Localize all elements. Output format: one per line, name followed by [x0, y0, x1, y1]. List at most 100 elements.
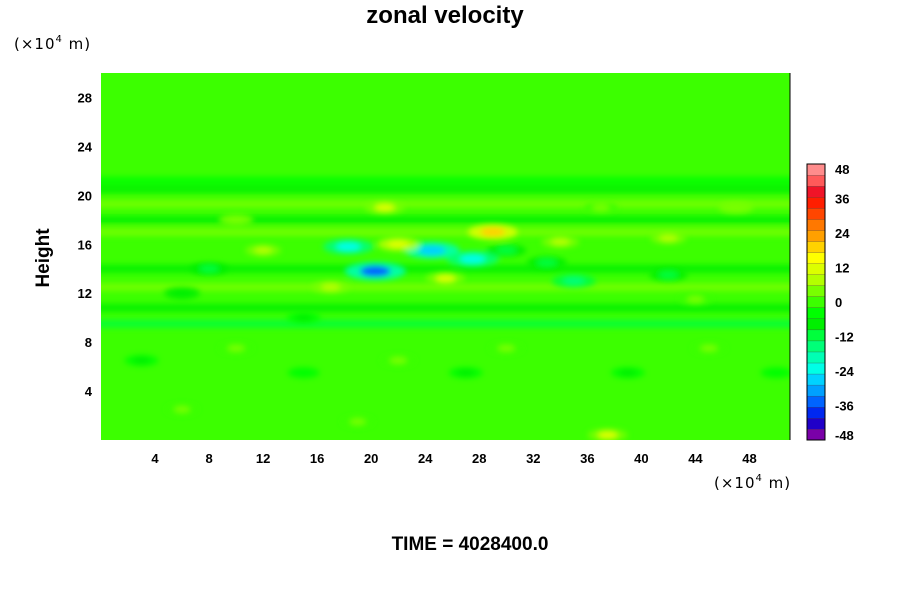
field-feature-core: [480, 227, 506, 237]
colorbar-tick-label: 36: [835, 192, 849, 207]
x-tick-label: 4: [151, 451, 159, 466]
x-tick-label: 28: [472, 451, 486, 466]
field-feature-core: [435, 274, 456, 283]
field-feature-core: [686, 295, 704, 303]
field-band: [101, 185, 790, 194]
colorbar-segment: [806, 417, 826, 430]
field-feature-core: [387, 240, 409, 249]
colorbar-frame: [806, 163, 826, 441]
field-feature-core: [497, 344, 515, 352]
field-feature-core: [199, 265, 219, 273]
field-band: [101, 319, 790, 328]
colorbar-segment: [806, 185, 826, 198]
field-feature-core: [418, 245, 446, 256]
field-feature-core: [659, 234, 678, 242]
field-feature-core: [227, 216, 245, 224]
colorbar-segment: [806, 351, 826, 364]
x-tick-label: 32: [526, 451, 540, 466]
x-tick-label: 16: [310, 451, 324, 466]
plot-area: [101, 73, 791, 440]
field-feature-core: [619, 369, 637, 377]
x-tick-label: 12: [256, 451, 270, 466]
field-band: [101, 176, 790, 185]
colorbar-segment: [806, 362, 826, 375]
y-tick-labels: 4 8 12 16 20 24 28: [78, 90, 93, 399]
colorbar-segment: [806, 274, 826, 286]
field-feature-core: [321, 283, 341, 291]
colorbar-segment: [806, 241, 826, 253]
field-feature-core: [295, 369, 312, 377]
field-feature-core: [349, 418, 366, 425]
field-feature-core: [335, 242, 361, 252]
field-feature-core: [727, 204, 745, 212]
y-axis-unit: (×104 m): [14, 34, 91, 53]
colorbar-tick-label: 24: [835, 226, 850, 241]
x-tick-label: 20: [364, 451, 378, 466]
y-tick-label: 8: [85, 335, 92, 350]
colorbar-segment: [806, 163, 826, 176]
field-feature-core: [459, 254, 486, 264]
colorbar-segment: [806, 296, 826, 308]
colorbar-segment: [806, 208, 826, 220]
colorbar-segment: [806, 219, 826, 231]
field-feature-core: [133, 357, 151, 364]
x-tick-label: 40: [634, 451, 648, 466]
field-band: [101, 303, 790, 312]
colorbar-segment: [806, 318, 826, 331]
colorbar-segment: [806, 340, 826, 353]
colorbar-segment: [806, 307, 826, 320]
colorbar-tick-label: -48: [835, 428, 854, 443]
field-feature-core: [174, 406, 191, 413]
field-band: [101, 283, 790, 292]
x-tick-labels: 4 8 12 16 20 24 28 32 36 40 44 48: [151, 451, 756, 466]
field-feature-core: [562, 276, 585, 286]
x-tick-label: 24: [418, 451, 433, 466]
field-feature-core: [457, 369, 475, 377]
field-feature-core: [227, 344, 245, 352]
y-tick-label: 12: [78, 286, 92, 301]
colorbar: 48 36 24 12 0 -12 -24 -36 -48: [806, 162, 855, 443]
colorbar-segment: [806, 285, 826, 297]
x-tick-label: 8: [205, 451, 212, 466]
field-feature-core: [389, 357, 407, 364]
field-feature-core: [173, 289, 192, 297]
field-feature-core: [658, 271, 678, 279]
colorbar-segment: [806, 428, 826, 441]
colorbar-segment: [806, 373, 826, 386]
field-feature-core: [700, 344, 718, 352]
field-feature-core: [254, 246, 273, 254]
colorbar-segment: [806, 263, 826, 275]
x-tick-label: 48: [742, 451, 756, 466]
colorbar-segment: [806, 395, 826, 408]
colorbar-segment: [806, 384, 826, 397]
field-band: [101, 199, 790, 208]
colorbar-tick-label: 0: [835, 295, 842, 310]
velocity-field: [101, 73, 790, 440]
x-axis-unit: (×104 m): [714, 473, 791, 492]
field-feature-core: [768, 369, 785, 377]
field-feature-core: [550, 238, 570, 246]
field-feature-core: [536, 258, 557, 267]
colorbar-tick-label: -36: [835, 399, 854, 414]
colorbar-tick-label: -12: [835, 330, 854, 345]
field-feature-core: [374, 203, 395, 212]
field-band: [101, 228, 790, 237]
field-bands: [101, 176, 790, 328]
field-feature-core: [597, 431, 618, 439]
field-feature-core: [496, 246, 517, 255]
y-tick-label: 16: [78, 237, 92, 252]
y-tick-label: 20: [78, 188, 92, 203]
field-feature-core: [592, 204, 610, 211]
colorbar-tick-label: 48: [835, 162, 849, 177]
x-tick-label: 44: [688, 451, 703, 466]
colorbar-segment: [806, 174, 826, 187]
colorbar-segment: [806, 230, 826, 242]
x-tick-label: 36: [580, 451, 594, 466]
chart-title: zonal velocity: [366, 2, 524, 29]
colorbar-segment: [806, 406, 826, 419]
colorbar-segment: [806, 329, 826, 342]
colorbar-tick-label: -24: [835, 364, 855, 379]
field-feature-core: [359, 265, 391, 277]
y-tick-label: 28: [78, 90, 92, 105]
